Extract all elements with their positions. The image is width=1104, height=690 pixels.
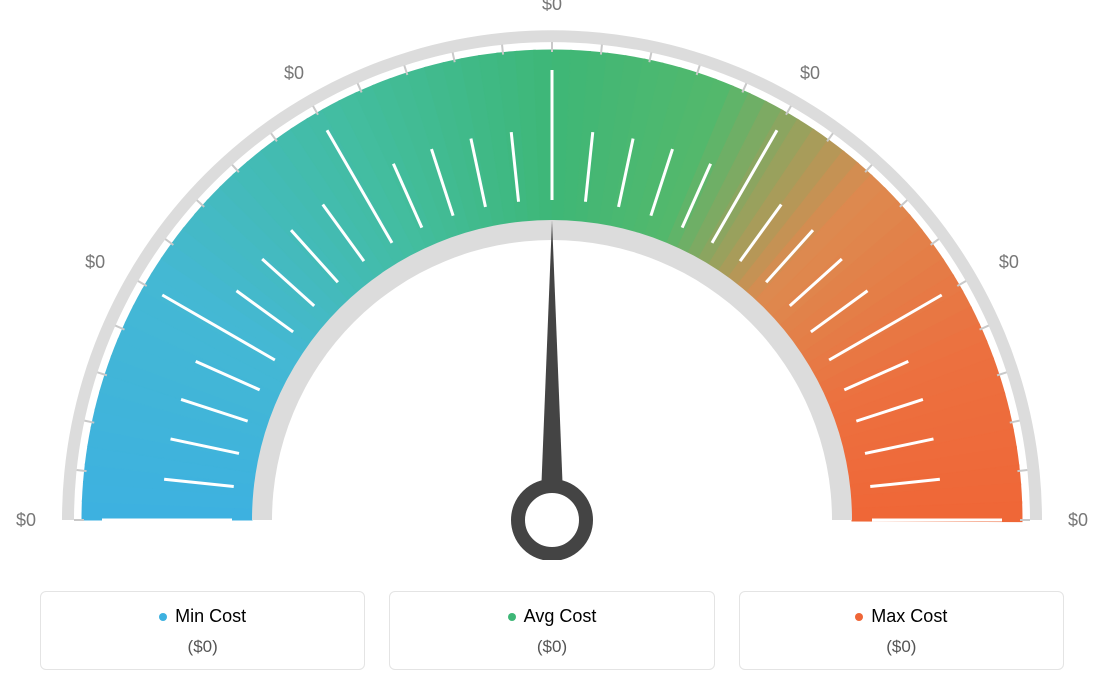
gauge-area: $0 $0 $0 $0 $0 $0 $0 (0, 0, 1104, 560)
legend-value-max: ($0) (750, 637, 1053, 657)
legend-value-avg: ($0) (400, 637, 703, 657)
svg-text:$0: $0 (16, 510, 36, 530)
legend-item-avg: Avg Cost ($0) (389, 591, 714, 670)
legend-dot-min (159, 613, 167, 621)
svg-text:$0: $0 (85, 252, 105, 272)
svg-text:$0: $0 (999, 252, 1019, 272)
svg-text:$0: $0 (284, 63, 304, 83)
legend-title-avg: Avg Cost (508, 606, 597, 627)
legend-label-min: Min Cost (175, 606, 246, 627)
legend-item-max: Max Cost ($0) (739, 591, 1064, 670)
legend-label-max: Max Cost (871, 606, 947, 627)
legend-row: Min Cost ($0) Avg Cost ($0) Max Cost ($0… (40, 591, 1064, 670)
svg-text:$0: $0 (1068, 510, 1088, 530)
legend-title-max: Max Cost (855, 606, 947, 627)
legend-title-min: Min Cost (159, 606, 246, 627)
gauge-svg: $0 $0 $0 $0 $0 $0 $0 (0, 0, 1104, 560)
svg-text:$0: $0 (542, 0, 562, 14)
svg-text:$0: $0 (800, 63, 820, 83)
legend-label-avg: Avg Cost (524, 606, 597, 627)
legend-dot-avg (508, 613, 516, 621)
legend-item-min: Min Cost ($0) (40, 591, 365, 670)
legend-value-min: ($0) (51, 637, 354, 657)
gauge-chart-container: $0 $0 $0 $0 $0 $0 $0 Min Cost ($0) Avg Cost ($… (0, 0, 1104, 690)
legend-dot-max (855, 613, 863, 621)
